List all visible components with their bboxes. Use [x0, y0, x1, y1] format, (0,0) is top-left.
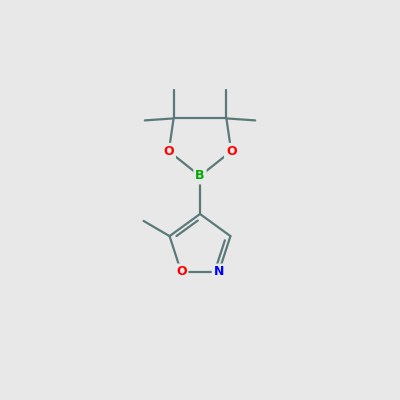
Text: B: B	[195, 170, 205, 182]
Text: O: O	[176, 265, 186, 278]
Text: O: O	[226, 145, 236, 158]
Text: N: N	[214, 265, 224, 278]
Text: O: O	[164, 145, 174, 158]
